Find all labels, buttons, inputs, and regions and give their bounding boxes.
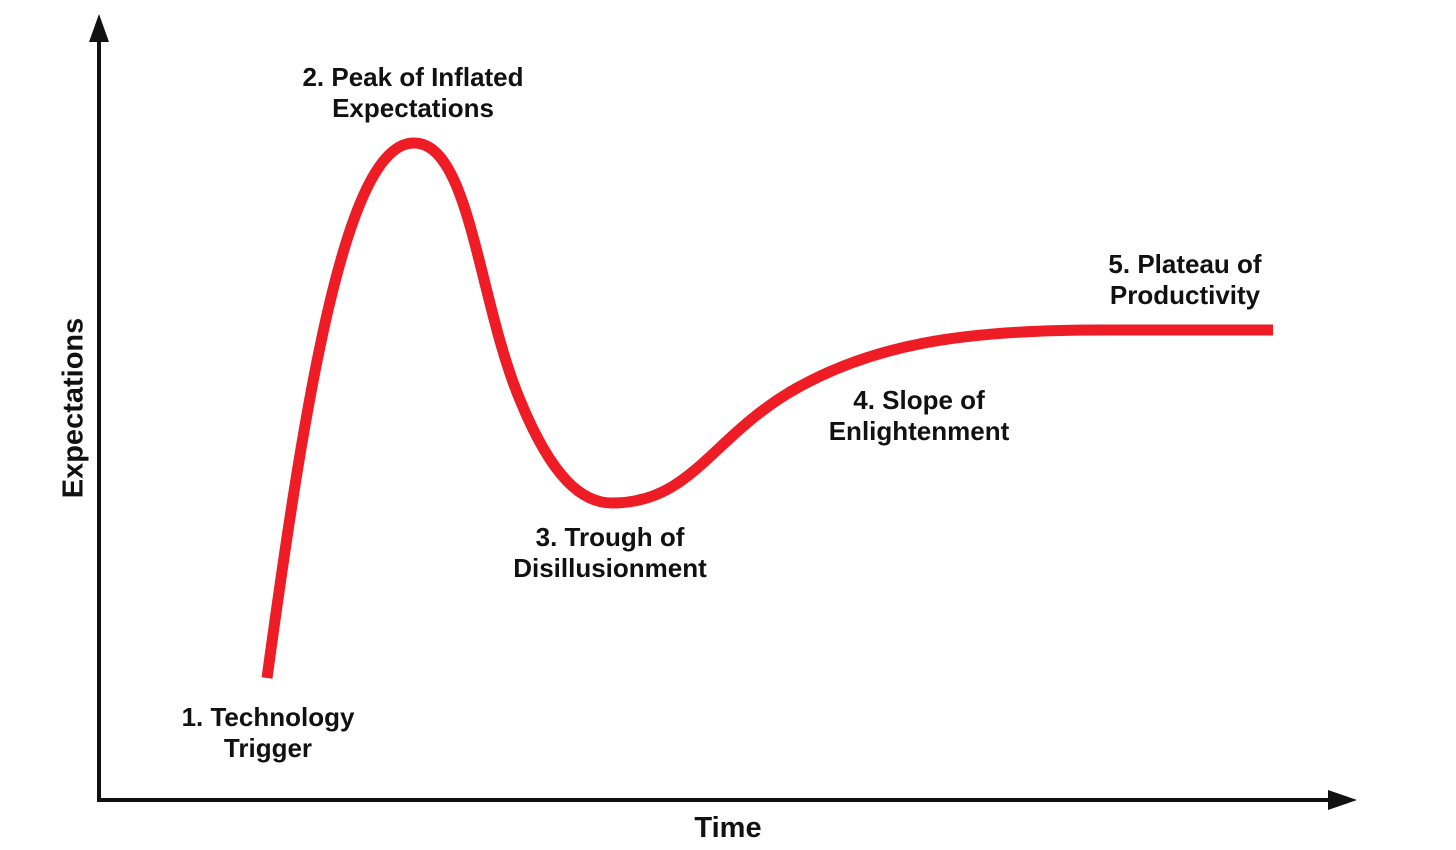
phase-label-line: 1. Technology — [181, 702, 355, 732]
phase-label-line: Trigger — [223, 733, 313, 763]
y-axis-arrowhead — [89, 14, 109, 42]
phase-label-line: 2. Peak of Inflated — [302, 62, 524, 92]
phase-label-technology-trigger: 1. Technology Trigger — [182, 702, 355, 764]
phase-label-trough: 3. Trough of Disillusionment — [513, 522, 707, 584]
phase-label-line: 5. Plateau of — [1108, 249, 1262, 279]
phase-label-slope: 4. Slope of Enlightenment — [829, 385, 1010, 447]
y-axis-title: Expectations — [57, 317, 90, 499]
phase-label-line: Enlightenment — [828, 416, 1010, 446]
x-axis-title: Time — [694, 812, 762, 844]
hype-curve — [261, 137, 1273, 679]
phase-label-peak: 2. Peak of Inflated Expectations — [302, 62, 523, 124]
phase-label-line: Expectations — [332, 93, 494, 123]
phase-label-line: 3. Trough of — [535, 522, 685, 552]
phase-label-line: Productivity — [1109, 280, 1261, 310]
phase-label-line: Disillusionment — [513, 553, 707, 583]
phase-label-line: 4. Slope of — [853, 385, 985, 415]
phase-label-plateau: 5. Plateau of Productivity — [1108, 249, 1261, 311]
x-axis-arrowhead — [1328, 790, 1357, 810]
